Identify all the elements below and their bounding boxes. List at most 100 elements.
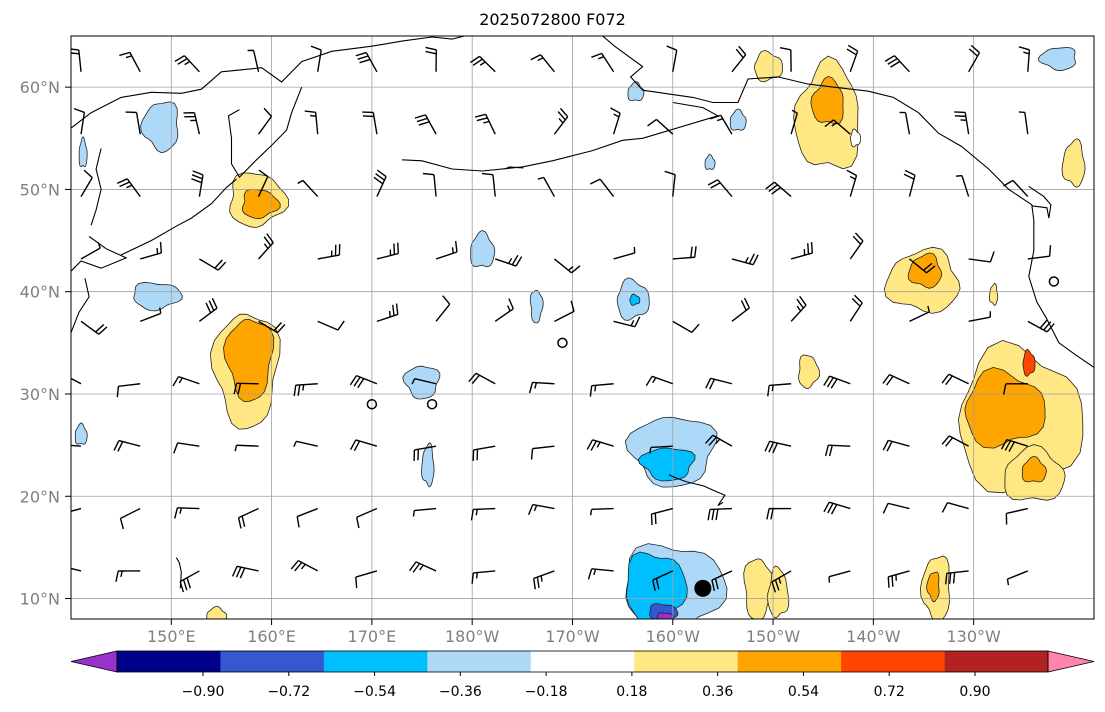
coast-siberia [71, 36, 467, 129]
wind-barb-flag [1039, 319, 1048, 329]
wind-barb-flag [826, 377, 834, 388]
colorbar-tick-label: −0.36 [439, 684, 482, 700]
wind-barb-flag [375, 173, 385, 181]
wind-barb-flag [293, 385, 297, 397]
wind-barb-flag [357, 55, 369, 60]
wind-barb-shaft [80, 247, 101, 260]
wind-barb-flag [567, 265, 574, 271]
wind-barb-flag [353, 376, 361, 387]
lat-label: 20°N [20, 487, 60, 506]
wind-barb-flag [355, 577, 358, 589]
wind-barb-flag [481, 172, 493, 176]
wind-barb-shaft [302, 179, 319, 198]
wind-barb-flag [767, 385, 770, 397]
wind-barb-flag [1004, 440, 1012, 451]
wind-barb-shaft [433, 174, 437, 197]
wind-barb-shaft [599, 178, 615, 198]
wind-barb-flag [55, 373, 62, 381]
wind-barb-flag [796, 298, 804, 309]
wind-barb-flag [231, 566, 238, 577]
wind-barb-shaft [296, 440, 318, 447]
wind-barb-flag [666, 45, 678, 51]
wind-barb-flag [882, 374, 891, 384]
wind-barb-flag [694, 246, 697, 258]
wind-barb-shaft [1012, 179, 1029, 198]
wind-barb-flag [530, 54, 541, 61]
wind-barb-flag [705, 434, 714, 444]
contour-fill-14 [926, 571, 940, 603]
wind-barb-shaft [904, 112, 911, 135]
wind-barb-flag [536, 576, 540, 589]
wind-barb-flag [927, 305, 930, 313]
wind-barb-flag [830, 504, 838, 515]
wind-barb-shaft [672, 50, 678, 72]
wind-barb-flag [955, 174, 963, 177]
wind-barb-flag [886, 441, 893, 452]
wind-barb-flag [558, 117, 564, 124]
contour-fill-38 [729, 108, 747, 131]
wind-barb-shaft [672, 174, 676, 197]
wind-barb-flag [774, 579, 780, 591]
wind-barb-flag [707, 509, 711, 521]
wind-barb-flag [597, 56, 605, 60]
wind-barb-flag [610, 107, 621, 114]
colorbar-tick-label: 0.90 [959, 684, 990, 700]
wind-barb-flag [479, 61, 486, 66]
wind-barb-flag [192, 170, 204, 176]
wind-barb-flag [120, 570, 123, 578]
contour-fill-39 [627, 81, 645, 102]
wind-barb-flag [475, 572, 478, 579]
wind-barb-flag [945, 437, 954, 447]
wind-barb-flag [119, 518, 125, 530]
wind-barb-shaft [414, 507, 437, 512]
wind-barb-flag [451, 247, 454, 254]
wind-barb-flag [989, 251, 995, 263]
wind-barb-flag [589, 178, 601, 185]
contour-fill-27 [529, 289, 544, 324]
wind-barb-shaft [1007, 570, 1029, 580]
wind-barb-flag [589, 385, 593, 397]
wind-barb-shaft [650, 445, 673, 449]
wind-barb-flag [765, 181, 775, 190]
wind-barb-flag [748, 253, 755, 264]
wind-barb-flag [395, 303, 399, 315]
wind-barb-flag [744, 256, 749, 263]
wind-barb-flag [533, 578, 536, 590]
wind-barb-shaft [355, 570, 378, 578]
wind-barb-flag [55, 566, 60, 576]
wind-barb-shaft [252, 50, 260, 72]
wind-barb-flag [179, 581, 185, 593]
wind-barb-flag [174, 55, 185, 62]
wind-barb-flag [293, 440, 297, 448]
wind-barb-flag [95, 324, 105, 333]
colorbar-segment [220, 651, 325, 672]
wind-barb-shaft [135, 112, 141, 135]
wind-barb-flag [508, 298, 514, 310]
wind-barb-flag [125, 55, 132, 59]
wind-barb-flag [208, 300, 215, 311]
contour-fill-10 [1022, 348, 1036, 377]
lon-label: 150°W [746, 627, 801, 646]
wind-barb-flag [211, 297, 218, 309]
wind-barb-flag [772, 442, 779, 454]
wind-barb-flag [273, 322, 282, 332]
wind-barb-flag [179, 507, 183, 514]
wind-barb-shaft [71, 567, 82, 572]
wind-barb-shaft [887, 502, 910, 510]
wind-barb-flag [882, 503, 889, 514]
wind-barb-flag [1046, 323, 1055, 333]
contour-fill-9 [964, 366, 1046, 449]
wind-barb-flag [771, 385, 774, 392]
wind-barb-shaft [591, 507, 614, 511]
wind-barb-flag [119, 181, 130, 188]
lon-label: 150°E [147, 627, 196, 646]
wind-barb-flag [890, 60, 901, 68]
colorbar-frame [116, 650, 1049, 673]
colorbar-tick-label: 0.54 [788, 684, 819, 700]
colorbar-tick-label: 0.18 [616, 684, 647, 700]
wind-barb-flag [411, 378, 416, 385]
wind-barb-shaft [356, 507, 378, 518]
lon-label: 170°E [348, 627, 397, 646]
wind-barb-flag [1003, 179, 1014, 187]
wind-barb-flag [296, 516, 300, 528]
